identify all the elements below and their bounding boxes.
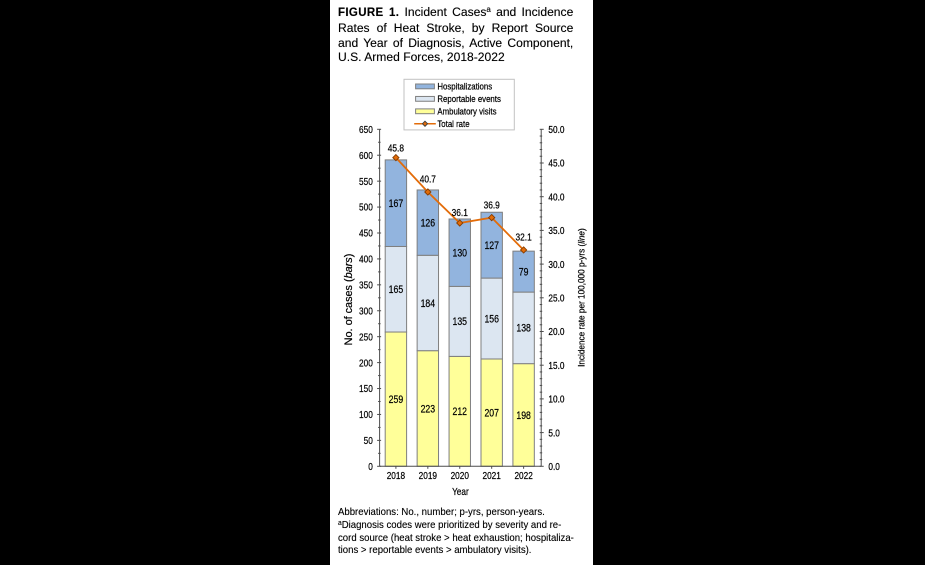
svg-text:223: 223: [421, 404, 436, 416]
svg-text:138: 138: [516, 323, 531, 335]
svg-text:198: 198: [516, 410, 531, 422]
svg-text:5.0: 5.0: [548, 427, 559, 438]
svg-text:2018: 2018: [387, 470, 405, 481]
svg-text:36.9: 36.9: [484, 200, 500, 211]
svg-text:32.1: 32.1: [515, 232, 531, 243]
svg-text:45.0: 45.0: [548, 158, 564, 169]
svg-text:50: 50: [364, 435, 373, 446]
svg-text:167: 167: [389, 198, 404, 210]
svg-text:Total rate: Total rate: [437, 118, 469, 129]
svg-text:10.0: 10.0: [548, 394, 564, 405]
svg-text:600: 600: [359, 150, 373, 161]
svg-text:15.0: 15.0: [548, 360, 564, 371]
svg-text:126: 126: [421, 218, 436, 230]
svg-text:150: 150: [359, 383, 373, 394]
svg-text:50.0: 50.0: [548, 124, 564, 135]
svg-text:25.0: 25.0: [548, 293, 564, 304]
svg-text:350: 350: [359, 280, 373, 291]
svg-text:35.0: 35.0: [548, 225, 564, 236]
svg-text:135: 135: [453, 316, 468, 328]
svg-text:200: 200: [359, 357, 373, 368]
svg-text:Hospitalizations: Hospitalizations: [437, 81, 492, 92]
svg-text:36.1: 36.1: [452, 207, 468, 218]
svg-text:127: 127: [484, 240, 499, 252]
svg-text:0.0: 0.0: [548, 461, 559, 472]
svg-text:2021: 2021: [483, 470, 501, 481]
svg-text:207: 207: [484, 408, 499, 420]
svg-text:550: 550: [359, 176, 373, 187]
svg-text:2022: 2022: [514, 470, 532, 481]
svg-text:2020: 2020: [451, 470, 469, 481]
svg-text:No. of cases (bars): No. of cases (bars): [343, 254, 355, 346]
svg-text:Ambulatory visits: Ambulatory visits: [437, 106, 496, 117]
svg-text:156: 156: [484, 314, 499, 326]
svg-text:40.0: 40.0: [548, 192, 564, 203]
svg-text:30.0: 30.0: [548, 259, 564, 270]
svg-text:400: 400: [359, 254, 373, 265]
svg-text:40.7: 40.7: [420, 174, 436, 185]
svg-text:300: 300: [359, 306, 373, 317]
svg-text:79: 79: [519, 267, 529, 279]
svg-text:259: 259: [389, 394, 404, 406]
svg-text:165: 165: [389, 284, 404, 296]
svg-text:650: 650: [359, 124, 373, 135]
svg-text:184: 184: [421, 298, 436, 310]
svg-text:20.0: 20.0: [548, 326, 564, 337]
svg-text:250: 250: [359, 332, 373, 343]
svg-text:212: 212: [453, 406, 468, 418]
svg-text:Reportable events: Reportable events: [437, 94, 500, 105]
svg-text:Year: Year: [452, 486, 469, 497]
svg-text:2019: 2019: [419, 470, 437, 481]
svg-text:0: 0: [368, 461, 373, 472]
svg-text:130: 130: [453, 248, 468, 260]
svg-text:Incidence rate per 100,000 p-y: Incidence rate per 100,000 p-yrs (line): [576, 228, 587, 367]
svg-text:100: 100: [359, 409, 373, 420]
svg-text:500: 500: [359, 202, 373, 213]
svg-text:450: 450: [359, 228, 373, 239]
svg-text:45.8: 45.8: [388, 143, 404, 154]
